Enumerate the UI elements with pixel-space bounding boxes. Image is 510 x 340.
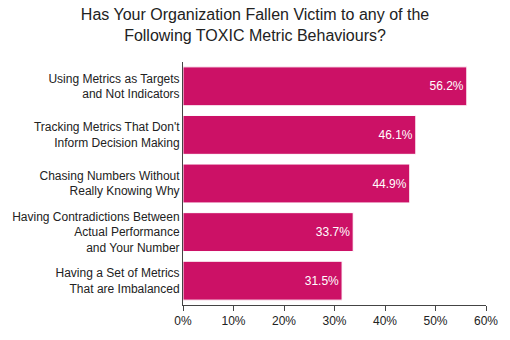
svg-text:33.7%: 33.7% (316, 225, 350, 239)
svg-text:50%: 50% (423, 314, 447, 328)
svg-text:Having a Set of MetricsThat ar: Having a Set of MetricsThat are Imbalanc… (56, 266, 180, 296)
svg-text:31.5%: 31.5% (305, 274, 339, 288)
svg-text:0%: 0% (174, 314, 192, 328)
svg-text:10%: 10% (221, 314, 245, 328)
svg-text:Tracking Metrics That Don'tInf: Tracking Metrics That Don'tInform Decisi… (34, 120, 180, 150)
svg-text:60%: 60% (474, 314, 498, 328)
svg-text:40%: 40% (373, 314, 397, 328)
svg-text:Has Your Organization Fallen V: Has Your Organization Fallen Victim to a… (81, 6, 429, 44)
svg-text:56.2%: 56.2% (429, 79, 463, 93)
svg-text:44.9%: 44.9% (372, 177, 406, 191)
svg-text:Having Contradictions BetweenA: Having Contradictions BetweenActual Perf… (12, 210, 180, 255)
svg-text:Using Metrics as Targetsand No: Using Metrics as Targetsand Not Indicato… (48, 72, 179, 102)
svg-text:30%: 30% (322, 314, 346, 328)
svg-text:20%: 20% (272, 314, 296, 328)
svg-text:Chasing Numbers WithoutReally: Chasing Numbers WithoutReally Knowing Wh… (40, 169, 181, 199)
svg-text:46.1%: 46.1% (378, 128, 412, 142)
